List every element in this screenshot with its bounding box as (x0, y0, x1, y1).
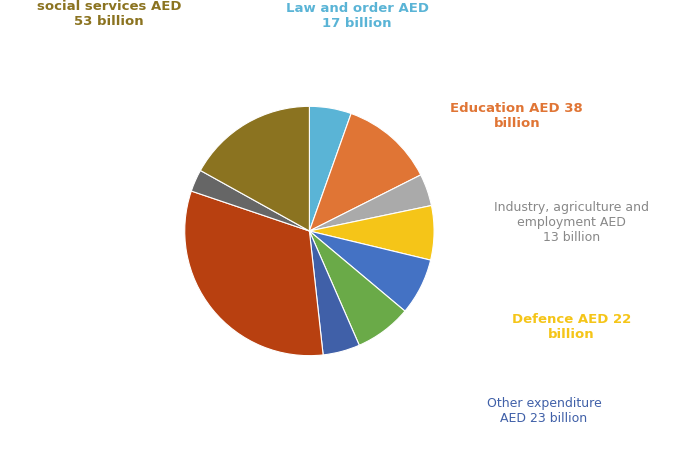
Text: Defence AED 22
billion: Defence AED 22 billion (511, 313, 631, 340)
Wedge shape (309, 232, 430, 312)
Text: Helth and personal
social services AED
53 billion: Helth and personal social services AED 5… (37, 0, 181, 28)
Wedge shape (309, 232, 405, 345)
Wedge shape (309, 232, 359, 355)
Text: Education AED 38
billion: Education AED 38 billion (450, 102, 583, 130)
Wedge shape (309, 175, 431, 232)
Wedge shape (185, 192, 323, 356)
Wedge shape (309, 206, 434, 261)
Wedge shape (309, 107, 351, 232)
Wedge shape (201, 107, 309, 232)
Text: Law and order AED
17 billion: Law and order AED 17 billion (286, 2, 428, 30)
Wedge shape (191, 171, 309, 232)
Wedge shape (309, 114, 421, 232)
Text: Industry, agriculture and
employment AED
13 billion: Industry, agriculture and employment AED… (494, 201, 649, 244)
Text: Other expenditure
AED 23 billion: Other expenditure AED 23 billion (487, 396, 601, 424)
